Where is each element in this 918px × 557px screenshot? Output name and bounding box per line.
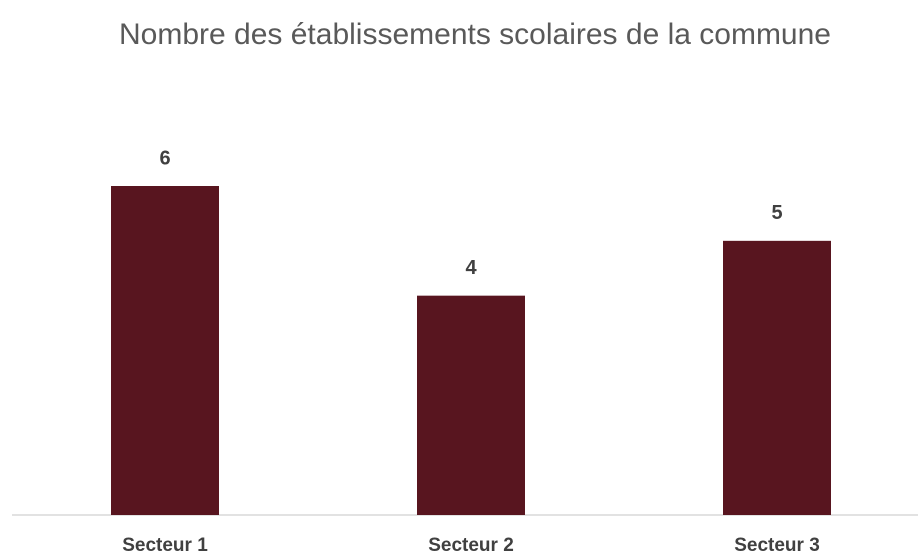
- bar: [111, 186, 219, 515]
- data-label: 6: [159, 147, 170, 169]
- bar: [417, 295, 525, 515]
- x-tick-label: Secteur 3: [734, 535, 820, 556]
- x-tick-label: Secteur 1: [122, 535, 208, 556]
- data-label: 5: [771, 202, 782, 224]
- data-label: 4: [465, 257, 477, 279]
- x-tick-label: Secteur 2: [428, 535, 514, 556]
- bar: [723, 240, 831, 516]
- chart-title: Nombre des établissements scolaires de l…: [119, 18, 831, 51]
